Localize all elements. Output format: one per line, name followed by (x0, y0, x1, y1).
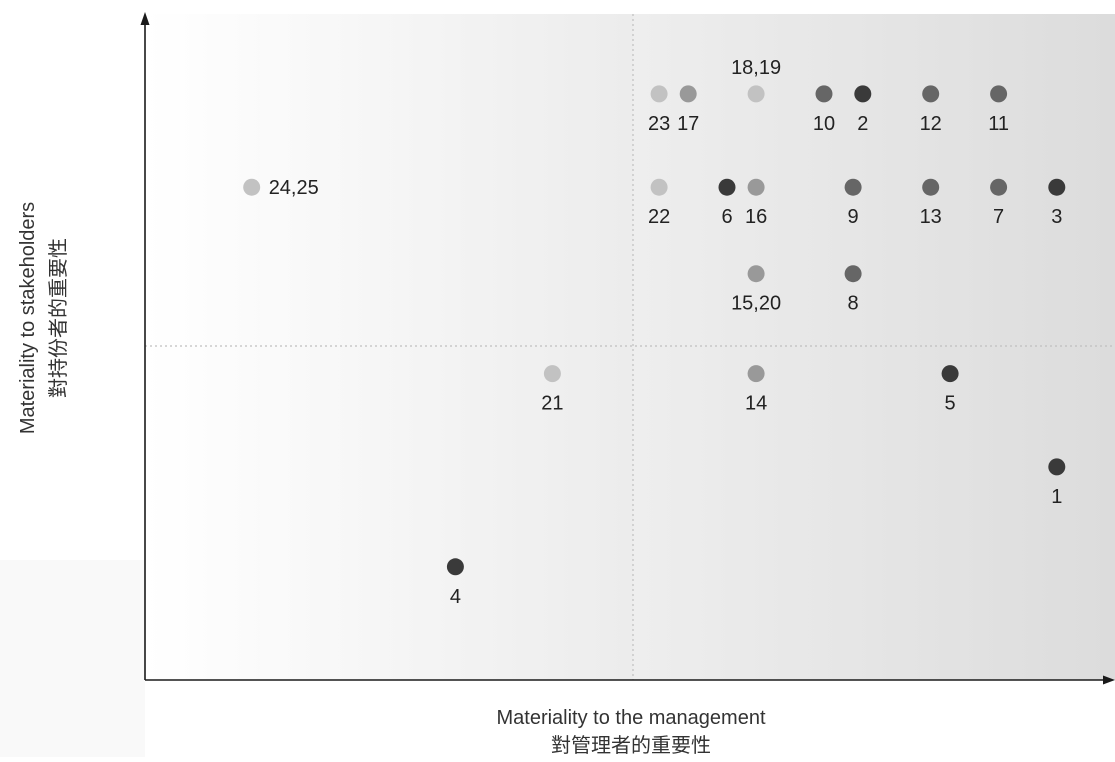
point-16 (747, 178, 765, 196)
quadrant-bg-right (633, 14, 1115, 680)
point-label-3: 3 (1051, 206, 1062, 228)
point-6 (718, 178, 736, 196)
point-3 (1048, 178, 1066, 196)
point-label-6: 6 (721, 206, 732, 228)
point-label-13: 13 (920, 206, 942, 228)
point-label-14: 14 (745, 393, 767, 415)
point-18-19 (747, 85, 765, 103)
point-21 (543, 365, 561, 383)
point-7 (990, 178, 1008, 196)
x-axis-arrow (1103, 675, 1115, 685)
point-24-25 (243, 178, 261, 196)
point-23 (650, 85, 668, 103)
point-label-2: 2 (857, 113, 868, 135)
y-axis-label: Materiality to stakeholders (17, 202, 39, 434)
point-11 (990, 85, 1008, 103)
point-2 (854, 85, 872, 103)
point-label-10: 10 (813, 113, 835, 135)
point-10 (815, 85, 833, 103)
point-label-9: 9 (848, 206, 859, 228)
point-label-8: 8 (848, 293, 859, 315)
point-22 (650, 178, 668, 196)
point-label-11: 11 (988, 113, 1009, 135)
point-14 (747, 365, 765, 383)
point-label-17: 17 (677, 113, 699, 135)
points-layer: 24,25 23 17 18,19 10 2 12 11 22 6 16 9 13 7 3 15,20 8 21 1… (243, 57, 1066, 608)
point-1 (1048, 458, 1066, 476)
point-17 (679, 85, 697, 103)
x-axis-label: Materiality to the management (496, 707, 765, 729)
point-12 (922, 85, 940, 103)
point-label-7: 7 (993, 206, 1004, 228)
point-label-24-25: 24,25 (269, 177, 319, 199)
point-13 (922, 178, 940, 196)
point-label-21: 21 (541, 393, 563, 415)
quadrant-bg-left (145, 14, 633, 680)
point-label-16: 16 (745, 206, 767, 228)
point-8 (844, 265, 862, 283)
bottom-left-fade (0, 560, 145, 757)
point-label-4: 4 (450, 586, 461, 608)
point-label-23: 23 (648, 113, 670, 135)
point-15-20 (747, 265, 765, 283)
point-4 (446, 558, 464, 576)
point-label-12: 12 (920, 113, 942, 135)
point-label-22: 22 (648, 206, 670, 228)
point-label-1: 1 (1051, 486, 1062, 508)
point-5 (941, 365, 959, 383)
point-label-15-20: 15,20 (731, 293, 781, 315)
x-axis-label-zh: 對管理者的重要性 (551, 734, 711, 757)
point-label-5: 5 (945, 393, 956, 415)
point-9 (844, 178, 862, 196)
y-axis-arrow (140, 12, 150, 25)
y-axis-label-zh: 對持份者的重要性 (47, 238, 70, 398)
point-label-18-19: 18,19 (731, 57, 781, 79)
